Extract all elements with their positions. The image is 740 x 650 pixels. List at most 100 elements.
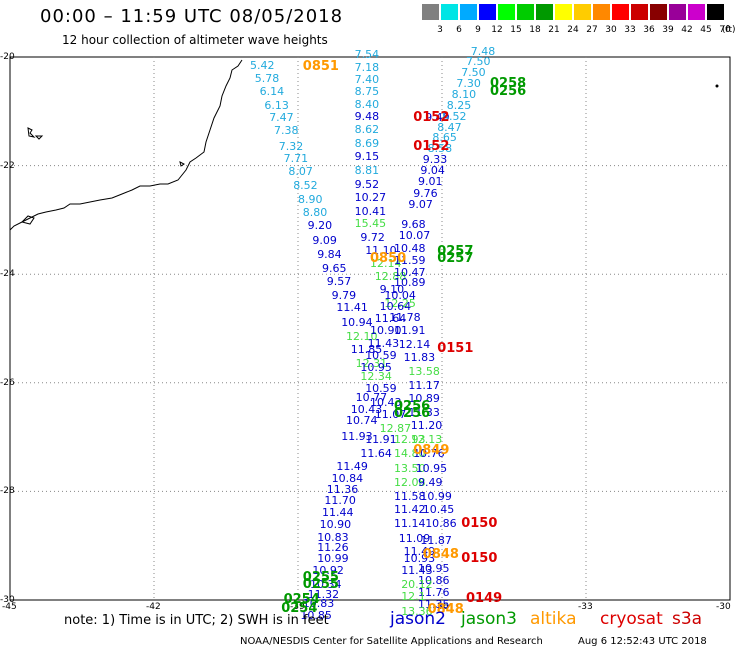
wave-height-value: 20.12: [401, 577, 433, 591]
wave-height-value: 9.01: [418, 174, 443, 188]
lat-tick-label: -22: [0, 160, 15, 171]
wave-height-value: 10.64: [379, 299, 412, 313]
pass-time-label: 0150: [461, 551, 498, 567]
island: [27, 127, 36, 138]
wave-height-value: 11.35: [418, 598, 450, 612]
wave-height-value: 12.87: [379, 421, 412, 435]
wave-height-value: 13.50: [394, 461, 426, 475]
wave-height-value: 11.41: [336, 300, 368, 314]
wave-height-value: 8.65: [432, 131, 457, 145]
wave-height-value: 11.85: [350, 343, 383, 357]
legend-swatch: [498, 4, 516, 20]
wave-height-value: 11.43: [401, 564, 433, 578]
wave-height-value: 9.49: [425, 110, 450, 124]
wave-height-value: 14.80: [394, 447, 426, 461]
satellite-name: altika: [530, 609, 577, 629]
wave-height-value: 9.48: [354, 109, 380, 123]
legend-swatch: [650, 4, 668, 20]
island: [179, 161, 185, 167]
legend-label: 45: [700, 25, 712, 35]
wave-height-value: 12.13: [410, 432, 443, 446]
wave-height-value: 12.88: [374, 270, 407, 284]
wave-height-value: 11.32: [307, 587, 340, 601]
wave-height-value: 9.52: [354, 177, 380, 191]
legend-label: 3: [437, 25, 443, 35]
wave-height-value: 10.48: [394, 241, 426, 255]
wave-height-value: 6.13: [264, 98, 289, 112]
legend-swatch: [631, 4, 649, 20]
satellite-name: s3a: [672, 609, 703, 629]
island: [715, 84, 719, 88]
wave-height-value: 9.09: [312, 233, 337, 247]
legend-label: 33: [624, 25, 636, 35]
wave-height-value: 11.64: [374, 311, 407, 325]
wave-height-value: 8.90: [298, 192, 323, 206]
wave-height-value: 11.91: [394, 324, 426, 338]
legend-swatch: [517, 4, 535, 20]
legend-swatch: [441, 4, 459, 20]
satellite-name: cryosat: [600, 609, 663, 629]
wave-height-value: 9.15: [354, 150, 380, 164]
wave-height-value: 10.34: [310, 577, 342, 591]
legend-swatch: [669, 4, 687, 20]
wave-height-value: 13.58: [408, 364, 440, 378]
legend-label: 36: [643, 25, 655, 35]
wave-height-value: 5.42: [250, 58, 275, 72]
wave-height-value: 10.59: [365, 348, 397, 362]
wave-height-value: 11.10: [365, 243, 397, 257]
wave-height-value: 9.20: [307, 219, 333, 233]
legend-swatch: [555, 4, 573, 20]
wave-height-value: 11.33: [408, 405, 440, 419]
lat-tick-label: -26: [0, 377, 15, 388]
wave-height-value: 9.04: [420, 164, 445, 178]
wave-height-value: 11.58: [394, 489, 426, 503]
coast-bay: [21, 215, 35, 225]
wave-height-value: 8.58: [427, 142, 453, 156]
wave-height-value: 6.14: [259, 85, 285, 99]
plot-frame: [9, 56, 731, 601]
lon-tick-label: -45: [2, 602, 17, 612]
wave-height-value: 12.14: [398, 337, 431, 351]
wave-height-value: 10.85: [300, 609, 332, 623]
wave-height-value: 13.36: [401, 604, 433, 618]
pass-time-label: 0149: [466, 590, 503, 606]
lat-tick-label: -20: [0, 52, 15, 62]
wave-height-value: 10.95: [418, 561, 450, 575]
legend-swatch: [593, 4, 611, 20]
wave-height-value: 12.25: [384, 297, 416, 311]
wave-height-value: 9.76: [413, 186, 438, 200]
wave-height-value: 10.92: [312, 564, 344, 578]
wave-height-value: 10.43: [370, 395, 402, 409]
wave-height-value: 10.84: [331, 471, 364, 485]
map-subtitle: 12 hour collection of altimeter wave hei…: [62, 33, 328, 47]
wave-height-value: 10.99: [420, 489, 452, 503]
gridlines: [10, 57, 730, 600]
wave-height-value: 10.89: [408, 392, 440, 406]
wave-height-value: 10.45: [422, 503, 455, 517]
wave-height-value: 9.33: [422, 153, 448, 167]
map-title: 00:00 – 11:59 UTC 08/05/2018: [40, 6, 344, 27]
wave-height-value: 11.78: [389, 310, 421, 324]
wave-height-value: 10.77: [355, 391, 388, 404]
pass-time-label: 0152: [413, 138, 450, 154]
credit-line: NOAA/NESDIS Center for Satellite Applica…: [240, 636, 543, 647]
wave-height-value: 10.47: [394, 265, 426, 279]
wave-height-value: 7.18: [354, 60, 380, 74]
wave-height-value: 15.45: [354, 217, 387, 231]
wave-height-value: 10.95: [360, 360, 392, 374]
lon-tick-label: -42: [146, 602, 161, 612]
pass-time-label: 0254: [281, 601, 318, 617]
wave-height-value: 10.04: [384, 288, 416, 302]
wave-height-value: 8.47: [437, 120, 462, 134]
legend-label: 6: [456, 25, 462, 35]
pass-time-label: 0257: [437, 250, 474, 266]
wave-height-value: 12.08: [394, 476, 426, 490]
wave-height-value: 11.42: [394, 503, 426, 517]
pass-time-label: 0152: [413, 109, 450, 125]
legend-label: 15: [510, 25, 522, 35]
wave-height-value: 10.27: [354, 191, 387, 205]
footnote: note: 1) Time is in UTC; 2) SWH is in fe…: [64, 613, 329, 628]
legend-swatch: [479, 4, 497, 20]
wave-height-value: 11.17: [408, 378, 440, 392]
wave-height-value: 9.10: [379, 283, 405, 297]
